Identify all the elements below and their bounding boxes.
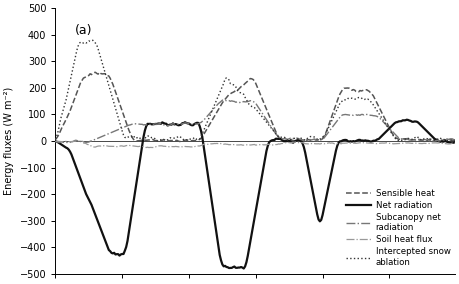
Y-axis label: Energy fluxes (W m⁻²): Energy fluxes (W m⁻²) <box>4 87 14 195</box>
Legend: Sensible heat, Net radiation, Subcanopy net
radiation, Soil heat flux, Intercept: Sensible heat, Net radiation, Subcanopy … <box>346 189 451 267</box>
Text: (a): (a) <box>75 24 93 37</box>
